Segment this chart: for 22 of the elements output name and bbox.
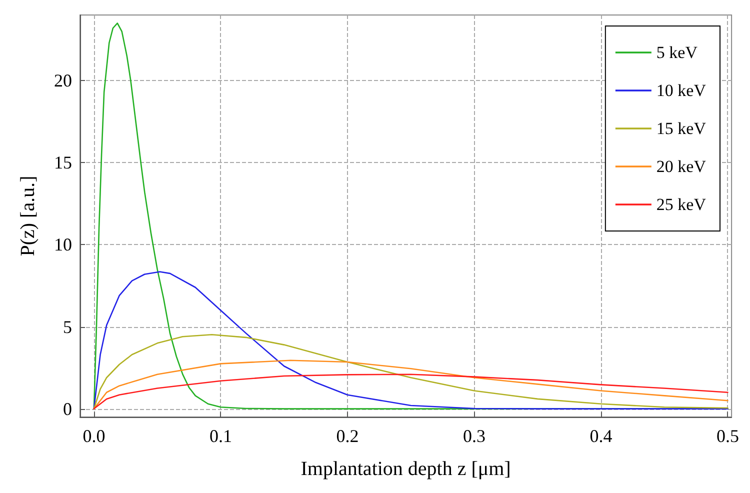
line-series <box>93 271 728 410</box>
legend-label: 5 keV <box>656 43 698 62</box>
legend-label: 15 keV <box>656 119 707 138</box>
x-axis-title: Implantation depth z [μm] <box>300 458 511 480</box>
line-series <box>93 360 728 410</box>
y-tick-label: 0 <box>63 398 72 419</box>
y-tick-label: 20 <box>54 70 72 91</box>
line-series <box>93 374 728 410</box>
y-tick-label: 15 <box>54 152 72 173</box>
x-tick-label: 0.2 <box>336 426 359 446</box>
legend-label: 25 keV <box>656 195 707 214</box>
y-tick-label: 5 <box>63 316 72 337</box>
line-series <box>93 334 728 410</box>
x-tick-label: 0.1 <box>209 426 232 446</box>
x-tick-label: 0.4 <box>590 426 612 446</box>
x-tick-label: 0.0 <box>82 426 106 446</box>
y-axis-title: P(z) [a.u.] <box>17 176 39 256</box>
legend-label: 10 keV <box>656 81 707 100</box>
x-tick-label: 0.5 <box>716 426 739 446</box>
legend-label: 20 keV <box>656 157 707 176</box>
y-tick-label: 10 <box>54 234 72 255</box>
x-tick-label: 0.3 <box>462 426 486 446</box>
